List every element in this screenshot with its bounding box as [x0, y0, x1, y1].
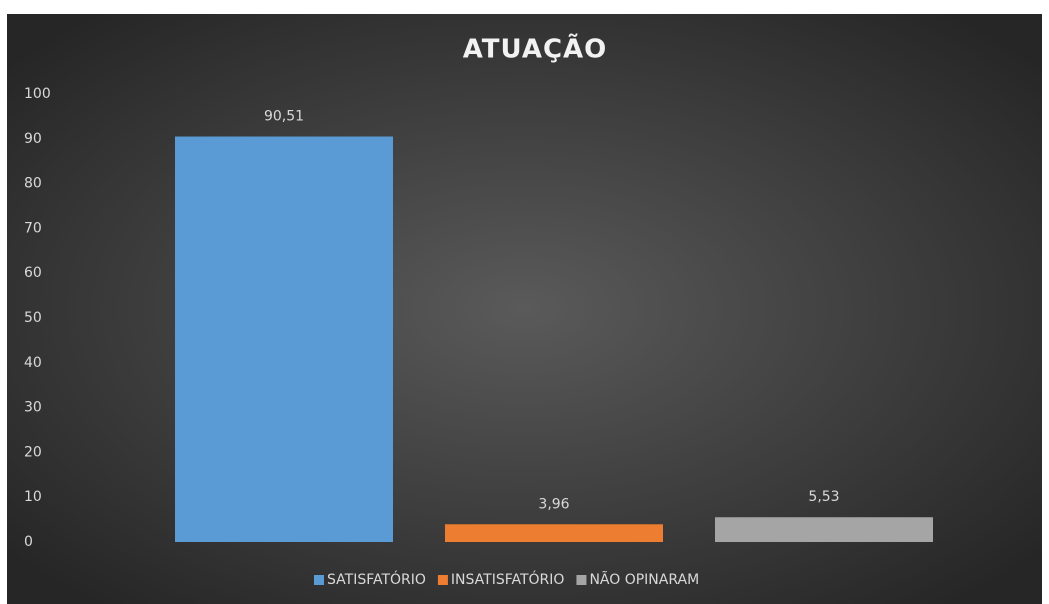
- chart-background: [7, 14, 1042, 604]
- y-tick-label: 20: [24, 444, 42, 460]
- y-tick-label: 70: [24, 220, 42, 236]
- y-tick-label: 50: [24, 310, 42, 326]
- legend-label: NÃO OPINARAM: [589, 571, 699, 588]
- bar: [175, 136, 393, 542]
- y-tick-label: 10: [24, 489, 42, 505]
- chart-title: ATUAÇÃO: [463, 33, 608, 65]
- legend-label: INSATISFATÓRIO: [451, 570, 565, 588]
- bar: [445, 524, 663, 542]
- bar: [715, 517, 933, 542]
- y-tick-label: 40: [24, 355, 42, 371]
- data-label: 90,51: [264, 109, 304, 125]
- legend-label: SATISFATÓRIO: [327, 570, 426, 588]
- y-tick-label: 0: [24, 534, 33, 550]
- legend-swatch: [576, 575, 587, 585]
- data-label: 3,96: [538, 496, 569, 512]
- y-tick-label: 60: [24, 265, 42, 281]
- y-tick-label: 100: [24, 86, 51, 102]
- data-label: 5,53: [808, 489, 839, 505]
- legend-swatch: [314, 575, 324, 585]
- y-tick-label: 30: [24, 400, 42, 416]
- y-tick-label: 80: [24, 176, 42, 192]
- legend-swatch: [437, 575, 448, 585]
- y-tick-label: 90: [24, 131, 42, 147]
